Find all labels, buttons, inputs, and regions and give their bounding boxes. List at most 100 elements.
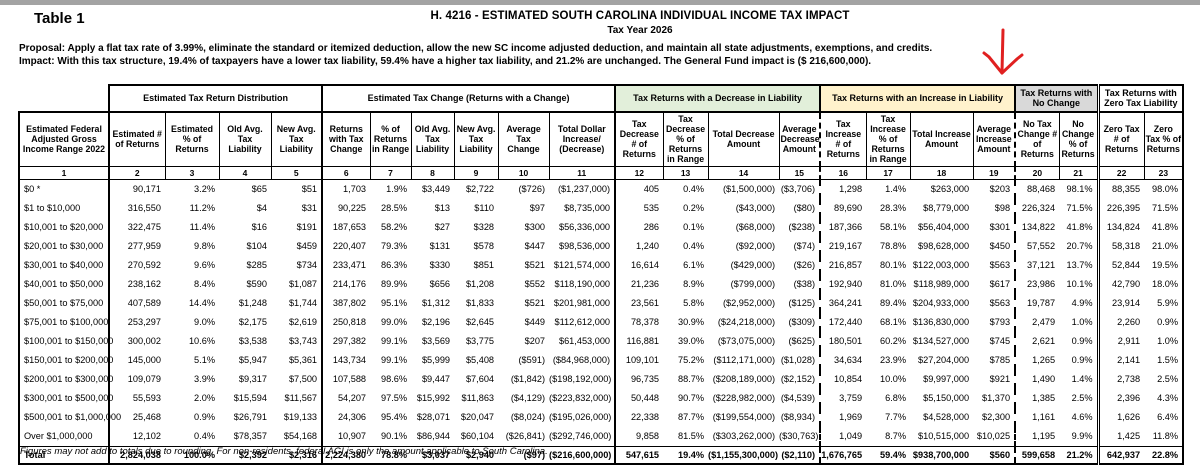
table-row: Over $1,000,000 12,102 0.4% $78,357 $54,168 1… [18, 426, 1185, 447]
table-cell: 172,440 [819, 312, 867, 332]
table-cell: 95.4% [380, 412, 408, 423]
table-cell: 42,790 [1096, 274, 1145, 294]
table-cell: 1.0% [1071, 317, 1093, 328]
table-cell: 87.7% [677, 412, 705, 423]
table-cell: 0.9% [1071, 355, 1093, 366]
table-cell: 23.9% [880, 355, 907, 366]
table-cell: 2,260 [1096, 312, 1145, 332]
table-cell: $27 [434, 222, 451, 233]
table-cell: ($228,982,000) [712, 393, 776, 404]
column-number-row: 1 2 3 4 5 6 7 8 9 10 11 12 13 14 15 16 17 18 19 20 21 22 23 [18, 165, 1185, 180]
table-cell: $263,000 [930, 184, 970, 195]
table-cell: 134,822 [1014, 217, 1060, 237]
table-cell: 1,676,765 [819, 445, 867, 465]
table-cell: $19,133 [283, 412, 318, 423]
table-cell: $207 [524, 336, 546, 347]
table-cell: $1,370 [981, 393, 1011, 404]
table-cell: 14.4% [188, 298, 215, 309]
table-cell: ($1,500,000) [722, 184, 776, 195]
table-cell: $134,527,000 [912, 336, 970, 347]
column-number: 8 [410, 165, 455, 180]
table-cell: ($429,000) [730, 260, 776, 271]
table-cell: 10,854 [819, 369, 867, 389]
table-cell: 89,690 [819, 198, 867, 218]
table-cell: 214,176 [321, 274, 371, 294]
table-cell: 405 [614, 179, 664, 199]
table-cell: $112,612,000 [554, 317, 611, 328]
table-cell: 8.7% [885, 431, 907, 442]
table-cell: 642,937 [1096, 445, 1145, 465]
table-cell: $1,248 [238, 298, 267, 309]
table-cell: 187,653 [321, 217, 371, 237]
table-cell: 2.5% [1071, 393, 1093, 404]
table-cell: 253,297 [108, 312, 165, 332]
table-cell: $447 [524, 241, 546, 252]
footnote-text: Figures may not add to totals due to rou… [20, 446, 548, 457]
table-cell: 57,552 [1014, 236, 1060, 256]
table-cell: ($3,706) [780, 184, 816, 195]
table-cell: ($8,024) [510, 412, 546, 423]
column-number: 6 [321, 165, 371, 180]
table-cell: 187,366 [819, 217, 867, 237]
table-cell: 219,167 [819, 236, 867, 256]
table-cell: 300,002 [108, 331, 165, 351]
table-row: $1 to $10,000 316,550 11.2% $4 $31 90,225 28.5… [18, 198, 1185, 218]
table-cell: $5,947 [238, 355, 267, 366]
table-cell: ($1,842) [510, 374, 546, 385]
table-cell: 11.2% [189, 203, 215, 214]
table-cell: ($92,000) [735, 241, 776, 252]
table-cell: $2,300 [981, 412, 1011, 423]
table-cell: $60,104 [460, 431, 495, 442]
table-cell: $11,863 [461, 393, 495, 404]
table-cell: 0.1% [683, 222, 705, 233]
group-header: Estimated Tax Change (Returns with a Cha… [321, 84, 617, 113]
table-cell: 0.9% [1144, 312, 1185, 332]
table-cell: $590 [246, 279, 267, 290]
table-cell: $118,989,000 [913, 279, 970, 290]
table-cell: 50,448 [614, 388, 664, 408]
table-cell: 11.8% [1144, 426, 1185, 447]
table-cell: 2,738 [1096, 369, 1145, 389]
table-cell: 297,382 [321, 331, 371, 351]
table-cell: 0.9% [194, 412, 215, 423]
table-row: $200,001 to $300,000 109,079 3.9% $9,317 $7,… [18, 369, 1185, 389]
table-cell: ($73,075,000) [717, 336, 776, 347]
table-cell: $521 [524, 260, 546, 271]
table-cell: 1.4% [1071, 374, 1093, 385]
table-cell: $131 [429, 241, 451, 252]
table-cell: $9,317 [238, 374, 267, 385]
table-cell: 21,236 [614, 274, 664, 294]
table-cell: ($309) [788, 317, 816, 328]
column-number: 3 [164, 165, 220, 180]
table-cell: $301 [989, 222, 1011, 233]
table-cell: 322,475 [108, 217, 165, 237]
column-header: Tax Decrease % of Returns in Range [662, 111, 709, 167]
income-range-cell: $500,001 to $1,000,000 [18, 407, 121, 427]
table-cell: ($30,763) [779, 431, 819, 442]
table-cell: 7.7% [885, 412, 907, 423]
table-cell: 1.9% [386, 184, 408, 195]
table-cell: 0.4% [194, 431, 215, 442]
column-header: Total Decrease Amount [707, 111, 780, 167]
group-header-empty [19, 85, 109, 112]
table-cell: 6.4% [1144, 407, 1185, 427]
table-cell: 41.8% [1066, 222, 1093, 233]
column-number: 11 [548, 165, 616, 180]
table-cell: 4.9% [1071, 298, 1093, 309]
impact-text: Impact: With this tax structure, 19.4% o… [19, 56, 872, 67]
table-cell: ($591) [518, 355, 546, 366]
table-cell: 34,634 [819, 350, 867, 370]
table-cell: $11,567 [284, 393, 318, 404]
table-cell: $745 [989, 336, 1011, 347]
table-cell: $28,071 [416, 412, 451, 423]
table-cell: 250,818 [321, 312, 371, 332]
column-header: Tax Decrease # of Returns [614, 111, 664, 167]
table-cell: 19.4% [663, 445, 709, 465]
table-cell: ($38) [793, 279, 816, 290]
group-header: Tax Returns with a Decrease in Liability [614, 84, 822, 113]
table-cell: $51 [301, 184, 318, 195]
table-cell: 1,240 [614, 236, 664, 256]
table-cell: 6.1% [683, 260, 705, 271]
table-cell: 2,479 [1014, 312, 1060, 332]
table-cell: ($8,934) [780, 412, 816, 423]
